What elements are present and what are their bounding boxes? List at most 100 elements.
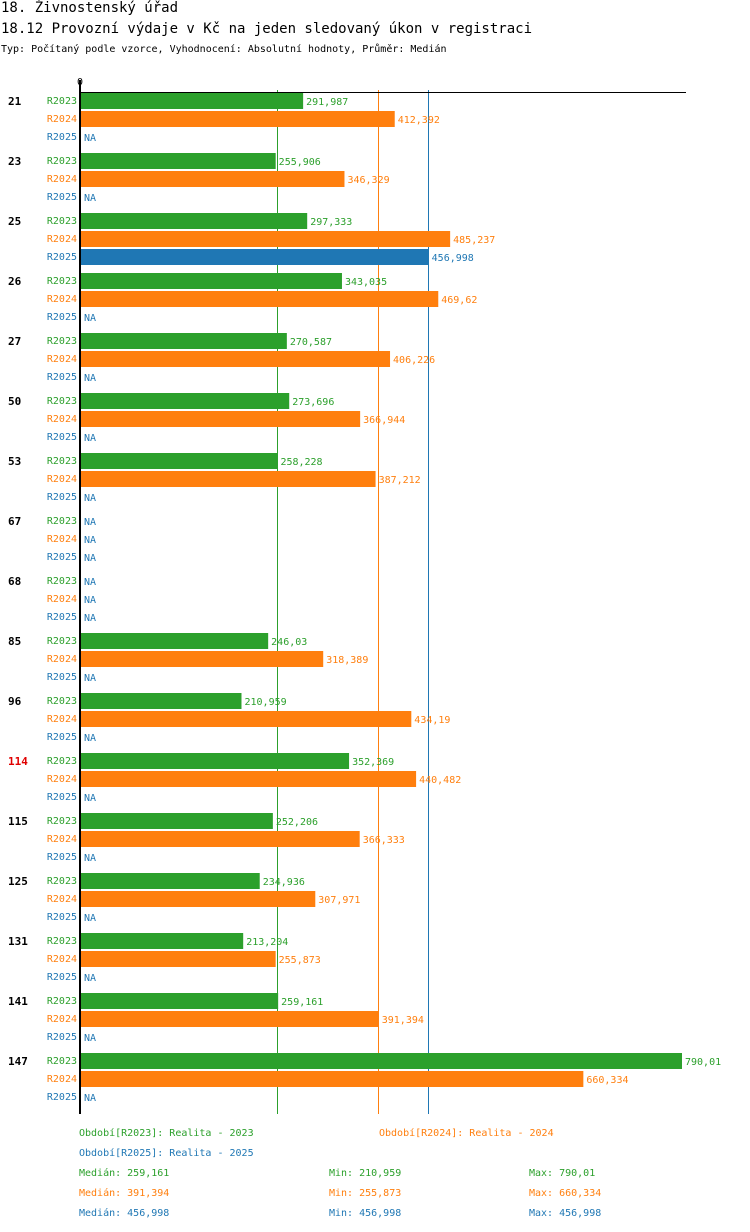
series-label-141-R2025: R2025 [47,1032,77,1043]
category-label-131: 131 [8,935,28,948]
category-label-67: 67 [8,515,21,528]
stat-max-r2024: Max: 660,334 [529,1188,602,1199]
series-label-131-R2024: R2024 [47,954,77,965]
na-label-26-R2025: NA [84,313,96,324]
bar-25-R2024 [81,231,451,247]
series-label-96-R2023: R2023 [47,696,77,707]
stat-min-r2025: Min: 456,998 [329,1208,402,1219]
value-label-25-R2023: 297,333 [310,217,352,228]
series-label-114-R2023: R2023 [47,756,77,767]
legend-r2024: Období[R2024]: Realita - 2024 [379,1128,554,1139]
category-label-50: 50 [8,395,21,408]
bar-21-R2023 [81,93,304,109]
value-label-27-R2023: 270,587 [290,337,332,348]
value-label-131-R2023: 213,204 [246,937,288,948]
value-label-141-R2023: 259,161 [281,997,323,1008]
bar-96-R2023 [81,693,242,709]
value-label-26-R2023: 343,035 [345,277,387,288]
category-label-26: 26 [8,275,22,288]
na-label-125-R2025: NA [84,913,96,924]
series-label-125-R2024: R2024 [47,894,77,905]
value-label-141-R2024: 391,394 [382,1015,424,1026]
stat-median-r2023: Medián: 259,161 [79,1168,170,1179]
series-label-147-R2025: R2025 [47,1092,77,1103]
value-label-50-R2023: 273,696 [292,397,334,408]
series-label-114-R2024: R2024 [47,774,77,785]
series-label-25-R2024: R2024 [47,234,77,245]
series-label-21-R2024: R2024 [47,114,77,125]
series-label-53-R2024: R2024 [47,474,77,485]
series-label-67-R2025: R2025 [47,552,77,563]
legend-r2025: Období[R2025]: Realita - 2025 [79,1148,254,1159]
na-label-67-R2025: NA [84,553,96,564]
value-label-114-R2024: 440,482 [419,775,461,786]
bar-131-R2024 [81,951,276,967]
na-label-114-R2025: NA [84,793,96,804]
value-label-85-R2023: 246,03 [271,637,307,648]
legend-r2023: Období[R2023]: Realita - 2023 [79,1128,254,1139]
na-label-23-R2025: NA [84,193,96,204]
series-label-96-R2025: R2025 [47,732,77,743]
value-label-147-R2023: 790,01 [685,1057,721,1068]
category-label-115: 115 [8,815,28,828]
bar-115-R2024 [81,831,360,847]
series-label-115-R2025: R2025 [47,852,77,863]
series-label-53-R2023: R2023 [47,456,77,467]
bar-114-R2023 [81,753,350,769]
bar-23-R2023 [81,153,276,169]
category-label-21: 21 [8,95,22,108]
category-label-147: 147 [8,1055,28,1068]
series-label-23-R2025: R2025 [47,192,77,203]
value-label-114-R2023: 352,369 [352,757,394,768]
category-label-96: 96 [8,695,22,708]
value-label-21-R2024: 412,392 [398,115,440,126]
bar-125-R2024 [81,891,316,907]
category-label-53: 53 [8,455,21,468]
series-label-68-R2023: R2023 [47,576,77,587]
category-label-141: 141 [8,995,28,1008]
value-label-125-R2023: 234,936 [263,877,305,888]
na-label-141-R2025: NA [84,1033,96,1044]
series-label-26-R2024: R2024 [47,294,77,305]
na-label-50-R2025: NA [84,433,96,444]
bar-27-R2023 [81,333,287,349]
category-label-85: 85 [8,635,21,648]
category-label-125: 125 [8,875,28,888]
series-label-50-R2025: R2025 [47,432,77,443]
series-label-141-R2024: R2024 [47,1014,77,1025]
bar-53-R2023 [81,453,278,469]
na-label-85-R2025: NA [84,673,96,684]
bar-23-R2024 [81,171,345,187]
series-label-21-R2025: R2025 [47,132,77,143]
series-label-68-R2025: R2025 [47,612,77,623]
value-label-115-R2024: 366,333 [363,835,405,846]
series-label-21-R2023: R2023 [47,96,77,107]
page-title: 18. Živnostenský úřad [1,0,179,16]
value-label-85-R2024: 318,389 [326,655,368,666]
na-label-115-R2025: NA [84,853,96,864]
stat-min-r2024: Min: 255,873 [329,1188,402,1199]
series-label-23-R2023: R2023 [47,156,77,167]
bar-53-R2024 [81,471,376,487]
bar-27-R2024 [81,351,391,367]
series-label-26-R2025: R2025 [47,312,77,323]
stat-max-r2023: Max: 790,01 [529,1168,596,1179]
series-label-50-R2024: R2024 [47,414,77,425]
bar-21-R2024 [81,111,395,127]
category-label-27: 27 [8,335,21,348]
series-label-131-R2025: R2025 [47,972,77,983]
bar-50-R2023 [81,393,290,409]
value-label-50-R2024: 366,944 [363,415,405,426]
series-label-67-R2023: R2023 [47,516,77,527]
bar-131-R2023 [81,933,244,949]
value-label-53-R2024: 387,212 [379,475,421,486]
na-label-67-R2023: NA [84,517,96,528]
value-label-25-R2025: 456,998 [432,253,474,264]
series-label-115-R2024: R2024 [47,834,77,845]
na-label-27-R2025: NA [84,373,96,384]
value-label-23-R2024: 346,329 [347,175,389,186]
chart-subtitle: 18.12 Provozní výdaje v Kč na jeden sled… [1,21,533,37]
stat-max-r2025: Max: 456,998 [529,1208,602,1219]
series-label-23-R2024: R2024 [47,174,77,185]
bar-147-R2024 [81,1071,584,1087]
